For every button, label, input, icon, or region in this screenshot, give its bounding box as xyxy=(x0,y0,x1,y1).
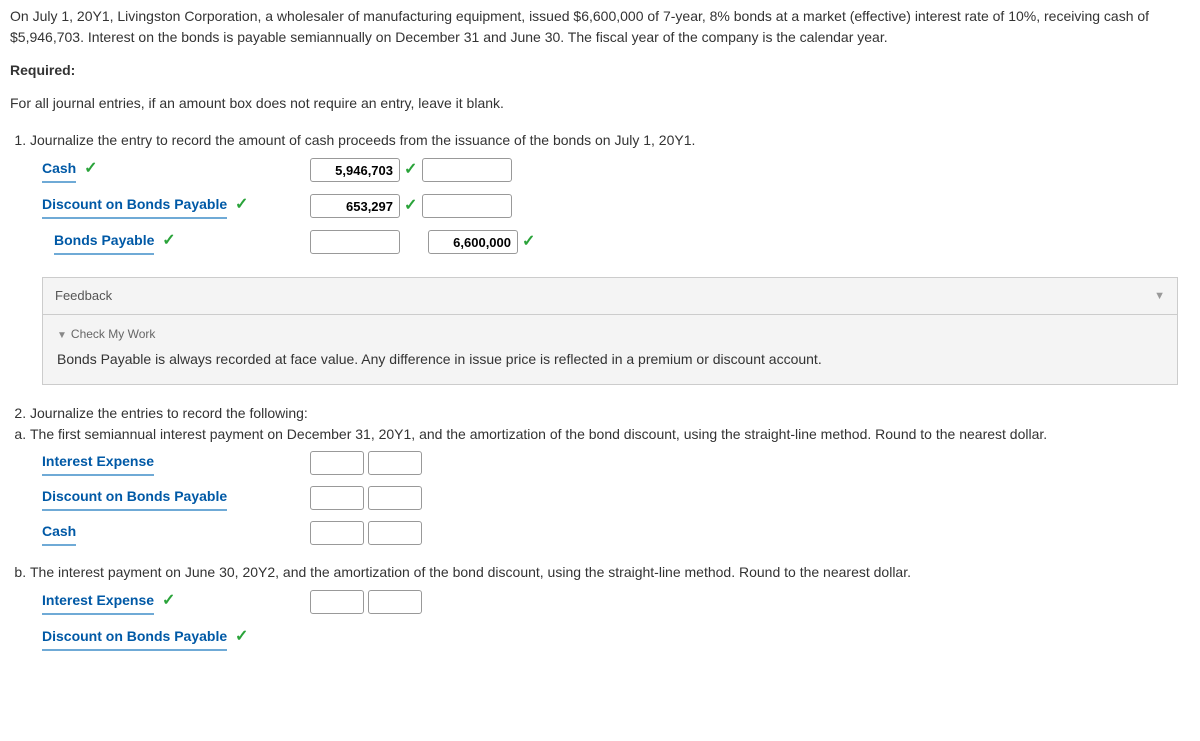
feedback-label: Feedback xyxy=(55,286,112,306)
instruction-text: For all journal entries, if an amount bo… xyxy=(10,93,1190,114)
question-2a: The first semiannual interest payment on… xyxy=(30,424,1190,546)
debit-input[interactable] xyxy=(310,486,364,510)
debit-input[interactable] xyxy=(310,194,400,218)
credit-input[interactable] xyxy=(368,451,422,475)
debit-input[interactable] xyxy=(310,521,364,545)
journal-row: Cash ✓ ✓ xyxy=(30,157,1190,183)
check-icon: ✓ xyxy=(404,194,418,218)
account-dropdown-discount[interactable]: Discount on Bonds Payable xyxy=(42,486,227,511)
journal-row: Discount on Bonds Payable ✓ xyxy=(30,625,1190,651)
credit-input[interactable] xyxy=(428,230,518,254)
account-dropdown-bonds-payable[interactable]: Bonds Payable xyxy=(54,230,154,255)
account-dropdown-cash[interactable]: Cash xyxy=(42,158,76,183)
check-my-work-toggle[interactable]: ▼ Check My Work xyxy=(57,325,1163,343)
account-dropdown-discount[interactable]: Discount on Bonds Payable xyxy=(42,194,227,219)
intro-text: On July 1, 20Y1, Livingston Corporation,… xyxy=(10,6,1190,48)
q2-prompt: Journalize the entries to record the fol… xyxy=(30,405,308,421)
question-2: Journalize the entries to record the fol… xyxy=(30,403,1190,651)
credit-input[interactable] xyxy=(368,590,422,614)
check-icon: ✓ xyxy=(84,157,98,181)
journal-row: Discount on Bonds Payable xyxy=(30,486,1190,511)
journal-row: Interest Expense xyxy=(30,451,1190,476)
credit-input[interactable] xyxy=(422,158,512,182)
feedback-panel: Feedback ▼ ▼ Check My Work Bonds Payable … xyxy=(42,277,1178,385)
check-icon: ✓ xyxy=(522,230,536,254)
check-icon: ✓ xyxy=(162,229,176,253)
required-heading: Required: xyxy=(10,60,1190,81)
account-dropdown-cash[interactable]: Cash xyxy=(42,521,76,546)
account-dropdown-interest-expense[interactable]: Interest Expense xyxy=(42,590,154,615)
journal-row: Bonds Payable ✓ ✓ xyxy=(30,229,1190,255)
debit-input[interactable] xyxy=(310,158,400,182)
q1-prompt: Journalize the entry to record the amoun… xyxy=(30,132,695,148)
q2b-prompt: The interest payment on June 30, 20Y2, a… xyxy=(30,564,911,580)
journal-row: Discount on Bonds Payable ✓ ✓ xyxy=(30,193,1190,219)
feedback-text: Bonds Payable is always recorded at face… xyxy=(57,349,1163,370)
journal-row: Interest Expense ✓ xyxy=(30,589,1190,615)
account-dropdown-discount[interactable]: Discount on Bonds Payable xyxy=(42,626,227,651)
check-icon: ✓ xyxy=(235,625,249,649)
check-icon: ✓ xyxy=(162,589,176,613)
debit-input[interactable] xyxy=(310,451,364,475)
chevron-down-icon: ▼ xyxy=(57,330,67,341)
q2a-prompt: The first semiannual interest payment on… xyxy=(30,426,1047,442)
account-dropdown-interest-expense[interactable]: Interest Expense xyxy=(42,451,154,476)
journal-row: Cash xyxy=(30,521,1190,546)
check-icon: ✓ xyxy=(235,193,249,217)
debit-input[interactable] xyxy=(310,590,364,614)
check-my-work-label: Check My Work xyxy=(71,327,155,341)
check-icon: ✓ xyxy=(404,158,418,182)
debit-input[interactable] xyxy=(310,230,400,254)
credit-input[interactable] xyxy=(368,521,422,545)
credit-input[interactable] xyxy=(422,194,512,218)
collapse-icon: ▼ xyxy=(1154,288,1165,305)
feedback-header[interactable]: Feedback ▼ xyxy=(43,278,1177,315)
credit-input[interactable] xyxy=(368,486,422,510)
question-2b: The interest payment on June 30, 20Y2, a… xyxy=(30,562,1190,651)
question-1: Journalize the entry to record the amoun… xyxy=(30,130,1190,385)
